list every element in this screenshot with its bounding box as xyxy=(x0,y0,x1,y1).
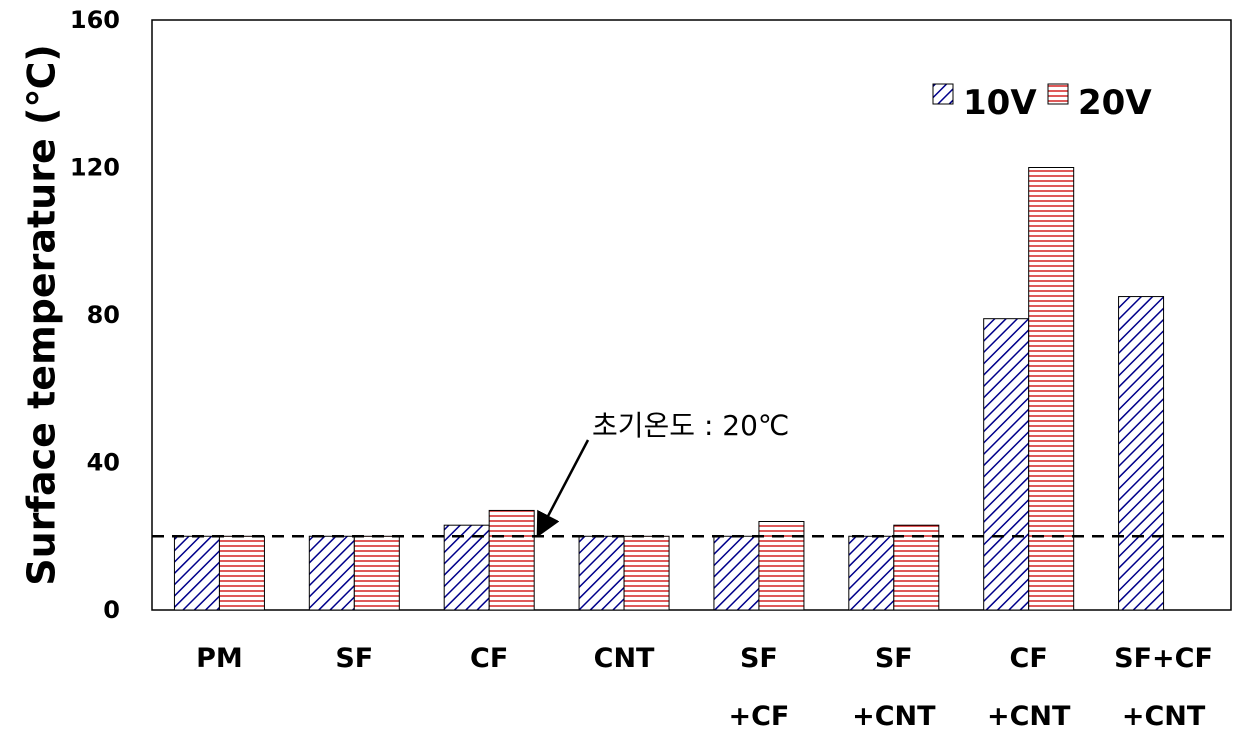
x-category-label: SF xyxy=(875,643,913,674)
bar-20v xyxy=(1028,167,1075,611)
x-category-label: SF xyxy=(335,643,373,674)
legend-label-10v: 10V xyxy=(963,83,1037,123)
legend-swatch-20v xyxy=(1047,83,1069,105)
plot-area xyxy=(151,19,1232,611)
bar-10v xyxy=(443,524,490,611)
y-tick-label: 80 xyxy=(87,301,120,329)
bar-20v xyxy=(623,535,670,611)
y-tick-label: 0 xyxy=(103,596,120,624)
x-category-label: CNT xyxy=(594,643,655,674)
bar-10v xyxy=(983,318,1030,611)
y-tick-label: 160 xyxy=(70,6,120,34)
x-category-label: +CNT xyxy=(852,701,936,732)
x-category-label: SF+CF xyxy=(1114,643,1213,674)
legend: 10V 20V xyxy=(932,83,1152,123)
legend-swatch-10v xyxy=(932,83,954,105)
x-category-label: CF xyxy=(470,643,508,674)
y-tick-label: 120 xyxy=(70,154,120,182)
bar-10v xyxy=(848,535,895,611)
x-category-label: PM xyxy=(196,643,243,674)
bar-20v xyxy=(353,535,400,611)
legend-label-20v: 20V xyxy=(1078,83,1152,123)
bar-20v xyxy=(218,535,265,611)
x-category-label: +CNT xyxy=(987,701,1071,732)
bar-20v xyxy=(758,521,805,611)
x-category-label: SF xyxy=(740,643,778,674)
x-category-label: +CNT xyxy=(1122,701,1206,732)
bar-20v xyxy=(893,524,940,611)
y-tick-label: 40 xyxy=(87,449,120,477)
bar-10v xyxy=(1118,296,1165,611)
bar-10v xyxy=(308,535,355,611)
x-category-label: +CF xyxy=(728,701,789,732)
bar-20v xyxy=(488,509,535,611)
annotation-label: 초기온도 : 20℃ xyxy=(592,409,789,442)
x-category-label: CF xyxy=(1010,643,1048,674)
bar-10v xyxy=(173,535,220,611)
annotation-arrow xyxy=(536,439,590,538)
bar-10v xyxy=(713,535,760,611)
y-axis-title: Surface temperature (℃) xyxy=(20,44,64,585)
bar-10v xyxy=(578,535,625,611)
